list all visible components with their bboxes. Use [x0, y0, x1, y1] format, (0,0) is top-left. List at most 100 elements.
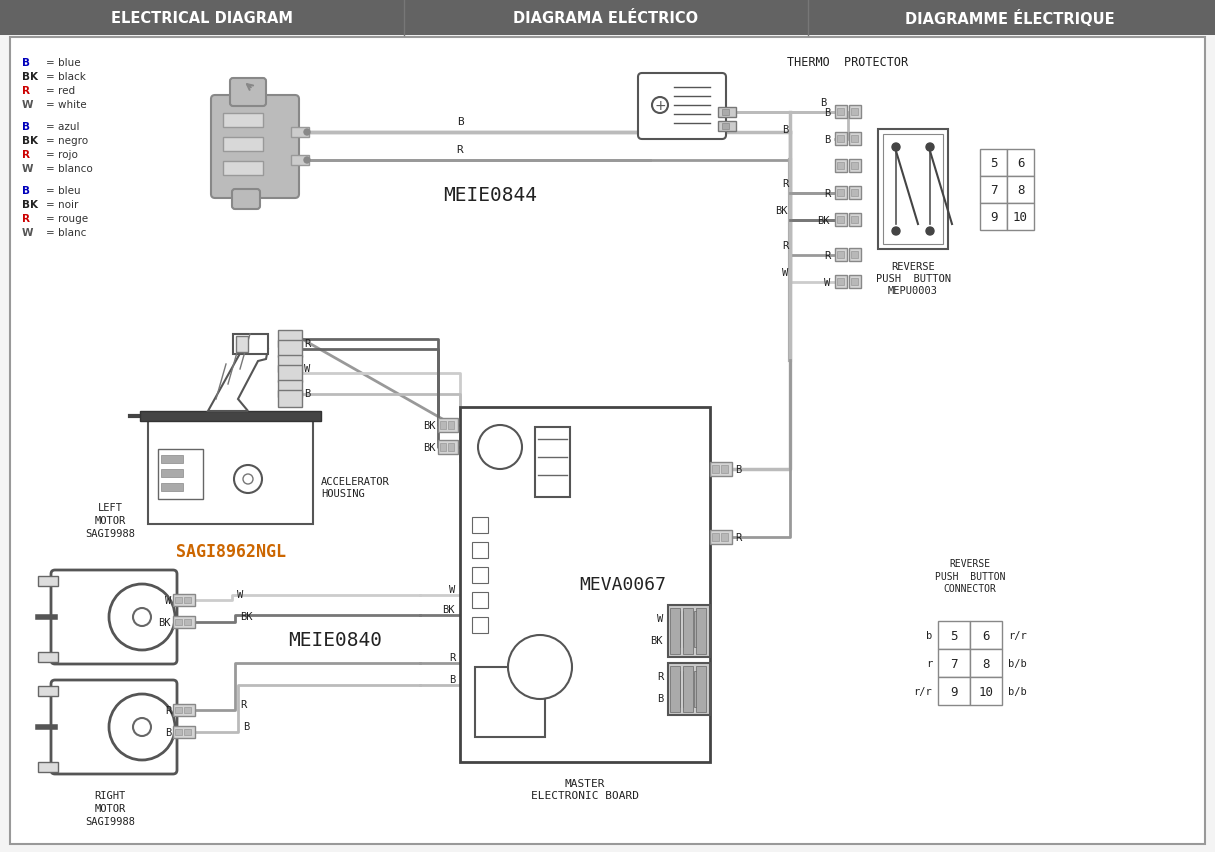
Bar [158, 450, 203, 499]
Bar [672, 671, 680, 707]
Bar [669, 607, 708, 653]
Bar [183, 597, 191, 603]
Bar [38, 653, 58, 662]
Text: BK: BK [424, 442, 436, 452]
Text: MEPU0003: MEPU0003 [888, 285, 938, 296]
Bar [683, 608, 693, 654]
Text: W: W [22, 100, 34, 110]
Bar [883, 135, 943, 245]
Bar [981, 177, 1007, 204]
Bar [970, 677, 1002, 705]
Bar [849, 160, 861, 173]
Bar [183, 729, 191, 735]
Bar [849, 133, 861, 146]
Text: B: B [243, 721, 249, 731]
Circle shape [132, 718, 151, 736]
Bar [224, 162, 262, 176]
Text: ELECTRICAL DIAGRAM: ELECTRICAL DIAGRAM [111, 10, 293, 26]
Text: B: B [22, 122, 30, 132]
Text: = negro: = negro [46, 135, 89, 146]
Bar [1007, 150, 1034, 177]
Text: W: W [824, 278, 830, 288]
Text: R: R [735, 532, 741, 543]
Text: BK: BK [22, 135, 38, 146]
FancyBboxPatch shape [51, 680, 177, 774]
Text: R: R [781, 179, 789, 189]
Bar [835, 276, 847, 289]
Bar [224, 138, 262, 152]
Bar [175, 597, 182, 603]
Bar [712, 465, 719, 474]
Bar [694, 611, 702, 648]
Bar [835, 249, 847, 262]
Text: R: R [657, 671, 663, 682]
Text: = blue: = blue [46, 58, 80, 68]
Text: B: B [781, 125, 789, 135]
Bar [183, 619, 191, 625]
Text: = blanco: = blanco [46, 164, 92, 174]
Text: BK: BK [241, 611, 253, 621]
Text: B: B [165, 727, 171, 737]
Circle shape [109, 584, 175, 650]
Bar [448, 444, 454, 452]
Text: b: b [926, 630, 932, 640]
Bar [535, 428, 570, 498]
Bar [835, 133, 847, 146]
Text: DIAGRAMME ÉLECTRIQUE: DIAGRAMME ÉLECTRIQUE [905, 9, 1115, 26]
Bar [173, 595, 194, 607]
Text: HOUSING: HOUSING [321, 488, 364, 498]
Text: = bleu: = bleu [46, 186, 80, 196]
Bar [292, 156, 309, 166]
Bar [938, 677, 970, 705]
Text: MEIE0844: MEIE0844 [443, 185, 537, 204]
Circle shape [132, 608, 151, 626]
Bar [835, 214, 847, 227]
Text: BK: BK [158, 618, 171, 627]
Text: 7: 7 [990, 184, 998, 197]
Bar [981, 150, 1007, 177]
Bar [850, 135, 858, 143]
Text: B: B [22, 58, 30, 68]
Bar [173, 704, 194, 717]
Bar [183, 707, 191, 713]
Text: THERMO  PROTECTOR: THERMO PROTECTOR [787, 55, 909, 68]
Text: R: R [781, 241, 789, 250]
Bar [173, 726, 194, 738]
Text: R: R [22, 150, 30, 160]
Bar [278, 366, 303, 383]
Bar [471, 543, 488, 558]
Text: 8: 8 [982, 657, 990, 670]
Text: R: R [824, 250, 830, 261]
Bar [471, 567, 488, 584]
Text: DIAGRAMA ELÉCTRICO: DIAGRAMA ELÉCTRICO [514, 10, 699, 26]
Text: W: W [448, 584, 454, 595]
Circle shape [508, 636, 572, 699]
Bar [878, 130, 948, 250]
Bar [837, 251, 844, 259]
Text: r/r: r/r [914, 686, 932, 696]
Bar [437, 440, 458, 454]
Bar [837, 163, 844, 170]
Bar [460, 407, 710, 762]
Bar [683, 671, 691, 707]
Bar [720, 465, 728, 474]
Bar [696, 666, 706, 712]
Bar [1007, 204, 1034, 231]
Bar [162, 456, 183, 463]
Text: = red: = red [46, 86, 75, 96]
Text: = rojo: = rojo [46, 150, 78, 160]
Bar [162, 483, 183, 492]
Text: W: W [781, 268, 789, 278]
Text: BK: BK [22, 72, 38, 82]
Text: B: B [304, 389, 310, 399]
Bar [278, 390, 303, 407]
Bar [1007, 177, 1034, 204]
Circle shape [243, 475, 253, 485]
Bar [850, 190, 858, 197]
Bar [175, 707, 182, 713]
FancyBboxPatch shape [638, 74, 727, 140]
Text: W: W [22, 227, 34, 238]
Text: R: R [304, 338, 310, 348]
Text: 9: 9 [950, 685, 957, 698]
Bar [694, 671, 702, 707]
